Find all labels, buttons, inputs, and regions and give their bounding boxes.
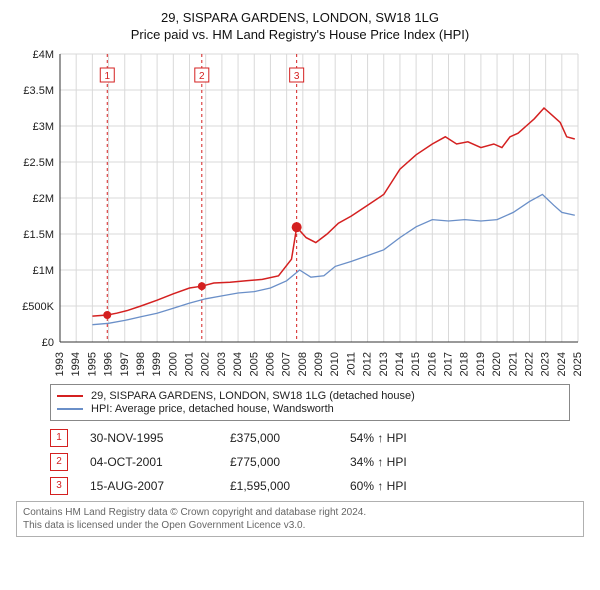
- event-row: 1 30-NOV-1995£375,00054% ↑ HPI: [50, 429, 570, 447]
- svg-text:1994: 1994: [70, 352, 82, 376]
- svg-text:2025: 2025: [572, 352, 584, 376]
- svg-text:2014: 2014: [394, 352, 406, 376]
- event-row: 3 15-AUG-2007£1,595,00060% ↑ HPI: [50, 477, 570, 495]
- legend-box: 29, SISPARA GARDENS, LONDON, SW18 1LG (d…: [50, 384, 570, 421]
- legend-label: HPI: Average price, detached house, Wand…: [91, 403, 334, 415]
- svg-text:2: 2: [199, 71, 205, 82]
- event-pct: 34% ↑ HPI: [350, 455, 440, 469]
- svg-text:£3.5M: £3.5M: [23, 85, 54, 97]
- svg-text:2000: 2000: [167, 352, 179, 376]
- svg-text:2023: 2023: [540, 352, 552, 376]
- svg-text:£1.5M: £1.5M: [23, 229, 54, 241]
- svg-text:2013: 2013: [378, 352, 390, 376]
- event-badge: 2: [50, 453, 68, 471]
- svg-text:2022: 2022: [523, 352, 535, 376]
- event-badge: 3: [50, 477, 68, 495]
- svg-text:£3M: £3M: [33, 121, 54, 133]
- svg-text:£1M: £1M: [33, 265, 54, 277]
- svg-text:2024: 2024: [556, 352, 568, 376]
- svg-text:2018: 2018: [459, 352, 471, 376]
- event-price: £775,000: [230, 455, 350, 469]
- event-date: 04-OCT-2001: [90, 455, 230, 469]
- svg-text:1997: 1997: [119, 352, 131, 376]
- svg-text:2016: 2016: [426, 352, 438, 376]
- event-date: 30-NOV-1995: [90, 431, 230, 445]
- svg-text:2009: 2009: [313, 352, 325, 376]
- svg-text:2003: 2003: [216, 352, 228, 376]
- svg-text:2004: 2004: [232, 352, 244, 376]
- footnote-box: Contains HM Land Registry data © Crown c…: [16, 501, 584, 537]
- event-price: £1,595,000: [230, 479, 350, 493]
- svg-text:1998: 1998: [135, 352, 147, 376]
- svg-text:2008: 2008: [297, 352, 309, 376]
- svg-text:2001: 2001: [184, 352, 196, 376]
- event-price: £375,000: [230, 431, 350, 445]
- title-block: 29, SISPARA GARDENS, LONDON, SW18 1LG Pr…: [12, 10, 588, 42]
- svg-text:1995: 1995: [86, 352, 98, 376]
- plot-area: £0 £500K £1M £1.5M £2M £2.5M £3M £3.5M £4M 1993 19…: [12, 48, 588, 378]
- chart-svg: £0 £500K £1M £1.5M £2M £2.5M £3M £3.5M £4M 1993 19…: [12, 48, 588, 378]
- svg-text:2012: 2012: [362, 352, 374, 376]
- svg-text:2007: 2007: [281, 352, 293, 376]
- svg-text:3: 3: [294, 71, 300, 82]
- svg-text:2002: 2002: [200, 352, 212, 376]
- svg-text:2021: 2021: [507, 352, 519, 376]
- svg-text:£0: £0: [42, 337, 54, 349]
- legend-swatch: [57, 408, 83, 410]
- svg-text:1993: 1993: [54, 352, 66, 376]
- legend-item: 29, SISPARA GARDENS, LONDON, SW18 1LG (d…: [57, 390, 563, 402]
- title-subtitle: Price paid vs. HM Land Registry's House …: [12, 27, 588, 42]
- svg-text:2011: 2011: [345, 352, 357, 376]
- event-table: 1 30-NOV-1995£375,00054% ↑ HPI 2 04-OCT-200…: [50, 429, 570, 495]
- svg-text:2020: 2020: [491, 352, 503, 376]
- legend-swatch: [57, 395, 83, 397]
- event-row: 2 04-OCT-2001£775,00034% ↑ HPI: [50, 453, 570, 471]
- footnote-line2: This data is licensed under the Open Gov…: [23, 519, 577, 532]
- svg-text:£2M: £2M: [33, 193, 54, 205]
- svg-text:£2.5M: £2.5M: [23, 157, 54, 169]
- svg-text:1996: 1996: [103, 352, 115, 376]
- svg-text:2019: 2019: [475, 352, 487, 376]
- svg-text:£500K: £500K: [22, 301, 54, 313]
- svg-text:2015: 2015: [410, 352, 422, 376]
- title-address: 29, SISPARA GARDENS, LONDON, SW18 1LG: [12, 10, 588, 25]
- svg-text:2005: 2005: [248, 352, 260, 376]
- legend-label: 29, SISPARA GARDENS, LONDON, SW18 1LG (d…: [91, 390, 415, 402]
- chart-container: 29, SISPARA GARDENS, LONDON, SW18 1LG Pr…: [0, 0, 600, 545]
- legend-item: HPI: Average price, detached house, Wand…: [57, 403, 563, 415]
- svg-text:2010: 2010: [329, 352, 341, 376]
- footnote-line1: Contains HM Land Registry data © Crown c…: [23, 506, 577, 519]
- svg-text:1999: 1999: [151, 352, 163, 376]
- event-pct: 54% ↑ HPI: [350, 431, 440, 445]
- event-date: 15-AUG-2007: [90, 479, 230, 493]
- svg-text:£4M: £4M: [33, 49, 54, 61]
- event-pct: 60% ↑ HPI: [350, 479, 440, 493]
- svg-text:2006: 2006: [264, 352, 276, 376]
- svg-text:1: 1: [104, 71, 110, 82]
- svg-text:2017: 2017: [443, 352, 455, 376]
- event-badge: 1: [50, 429, 68, 447]
